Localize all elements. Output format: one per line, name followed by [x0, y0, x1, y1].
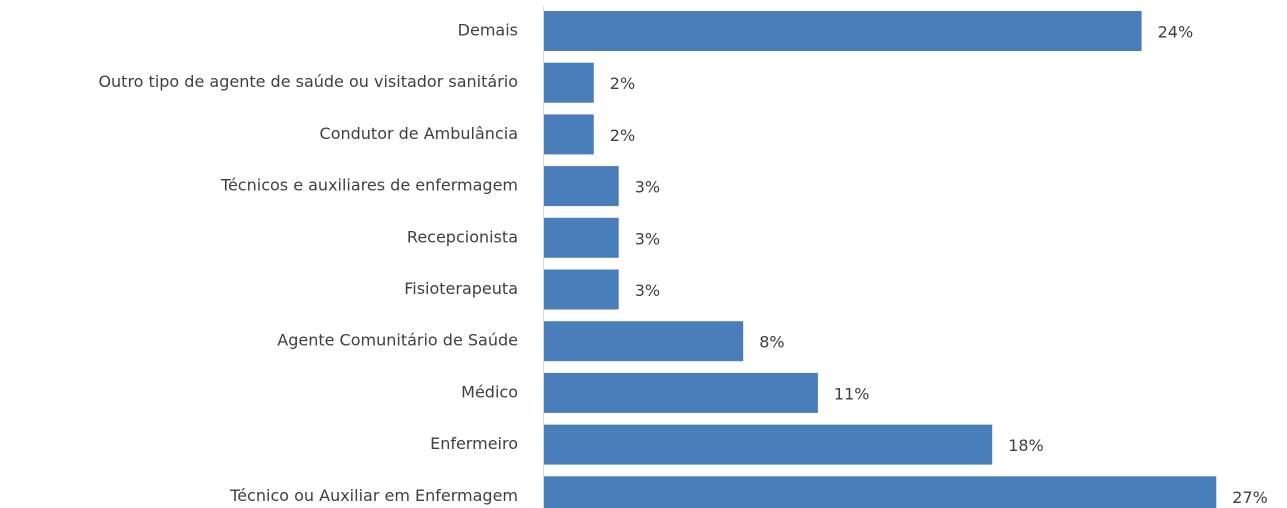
value-label: 11%: [834, 384, 870, 403]
category-label: Técnicos e auxiliares de enfermagem: [220, 176, 518, 195]
value-label: 8%: [759, 333, 784, 352]
bar: [544, 166, 619, 207]
value-label: 2%: [610, 126, 635, 145]
value-label: 2%: [610, 74, 635, 93]
bar: [544, 476, 1217, 508]
category-label: Médico: [461, 382, 518, 401]
category-label: Outro tipo de agente de saúde ou visitad…: [98, 72, 518, 91]
bar: [544, 321, 744, 362]
bar: [544, 217, 619, 258]
category-label: Técnico ou Auxiliar em Enfermagem: [229, 486, 518, 505]
bar: [544, 114, 594, 155]
bar: [544, 11, 1142, 51]
category-label: Demais: [458, 21, 518, 40]
value-label: 3%: [635, 178, 660, 197]
value-label: 24%: [1158, 23, 1194, 42]
value-label: 3%: [635, 229, 660, 248]
bar: [544, 62, 594, 103]
value-label: 3%: [635, 281, 660, 300]
category-label: Recepcionista: [407, 227, 518, 246]
category-label: Fisioterapeuta: [404, 279, 518, 298]
category-label: Enfermeiro: [430, 434, 518, 453]
value-label: 18%: [1008, 436, 1044, 455]
bar: [544, 372, 818, 413]
value-label: 27%: [1232, 488, 1268, 507]
bar: [544, 424, 993, 465]
category-label: Agente Comunitário de Saúde: [277, 331, 518, 350]
bar: [544, 269, 619, 310]
category-label: Condutor de Ambulância: [320, 124, 518, 143]
